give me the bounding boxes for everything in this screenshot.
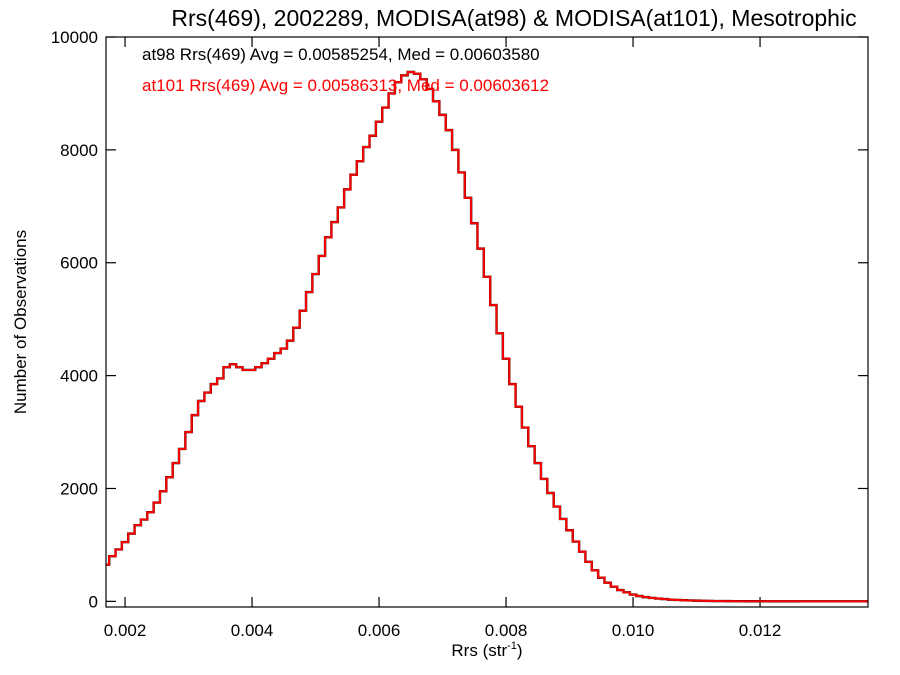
legend-text-at101: at101 Rrs(469) Avg = 0.00586313, Med = 0… <box>142 76 550 95</box>
series-layer <box>106 70 868 603</box>
x-tick-label: 0.002 <box>104 621 147 640</box>
x-tick-label: 0.008 <box>485 621 528 640</box>
y-tick-label: 6000 <box>60 254 98 273</box>
x-axis-label-superscript: -1 <box>507 640 517 652</box>
y-tick-label: 0 <box>89 592 98 611</box>
x-axis-label-main: Rrs (str <box>451 641 507 660</box>
y-tick-label: 10000 <box>51 28 98 47</box>
y-tick-label: 2000 <box>60 479 98 498</box>
y-tick-label: 8000 <box>60 141 98 160</box>
histogram-series-at101 <box>106 70 868 603</box>
x-tick-label: 0.012 <box>739 621 782 640</box>
y-tick-label: 4000 <box>60 367 98 386</box>
plot-frame <box>105 36 869 608</box>
chart-title: Rrs(469), 2002289, MODISA(at98) & MODISA… <box>171 5 856 31</box>
x-tick-label: 0.004 <box>231 621 274 640</box>
x-tick-label: 0.006 <box>358 621 401 640</box>
axis-ticks: 0.002 0.004 0.006 0.008 0.010 0.012 0 2000 4000 6… <box>51 28 868 640</box>
x-tick-label: 0.010 <box>612 621 655 640</box>
x-axis-label: Rrs (str-1) <box>451 640 522 660</box>
y-axis-label: Number of Observations <box>11 230 30 414</box>
x-axis-label-close: ) <box>517 641 523 660</box>
legend-text-at98: at98 Rrs(469) Avg = 0.00585254, Med = 0.… <box>142 45 540 64</box>
